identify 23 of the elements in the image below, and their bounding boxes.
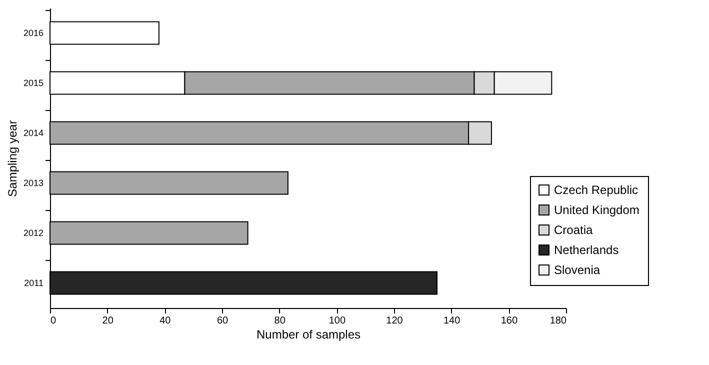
- x-tick-label: 20: [102, 316, 114, 326]
- y-tick-label: 2015: [23, 78, 44, 88]
- y-tick-label: 2014: [23, 128, 44, 138]
- x-tick-label: 40: [160, 316, 172, 326]
- x-tick-label: 60: [216, 316, 228, 326]
- legend-label: Netherlands: [554, 243, 619, 257]
- legend-label: Croatia: [554, 223, 594, 237]
- y-tick-label: 2011: [24, 278, 44, 288]
- x-tick-label: 180: [550, 316, 567, 326]
- legend-label: Czech Republic: [554, 183, 638, 197]
- x-tick-label: 0: [50, 316, 56, 326]
- x-tick-label: 80: [274, 316, 286, 326]
- legend-label: United Kingdom: [554, 203, 640, 217]
- x-tick-label: 140: [443, 316, 461, 326]
- x-tick-label: 160: [500, 316, 518, 326]
- y-tick-label: 2016: [23, 28, 44, 38]
- legend-label: Slovenia: [554, 263, 600, 277]
- y-tick-label: 2012: [23, 228, 44, 238]
- y-axis-title: Sampling year: [5, 120, 20, 197]
- x-tick-label: 120: [386, 316, 404, 326]
- y-tick-label: 2013: [23, 178, 44, 188]
- x-tick-label: 100: [328, 316, 346, 326]
- x-axis-title: Number of samples: [256, 328, 361, 342]
